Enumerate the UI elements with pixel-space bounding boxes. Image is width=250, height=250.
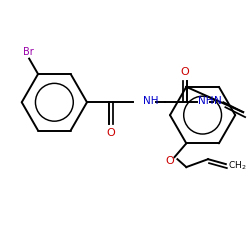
Text: NH: NH bbox=[198, 96, 213, 106]
Text: CH$_2$: CH$_2$ bbox=[228, 160, 246, 172]
Text: Br: Br bbox=[23, 47, 34, 57]
Text: O: O bbox=[180, 67, 189, 77]
Text: O: O bbox=[165, 156, 174, 166]
Text: NH: NH bbox=[143, 96, 159, 106]
Text: N: N bbox=[214, 96, 222, 106]
Text: O: O bbox=[106, 128, 115, 138]
